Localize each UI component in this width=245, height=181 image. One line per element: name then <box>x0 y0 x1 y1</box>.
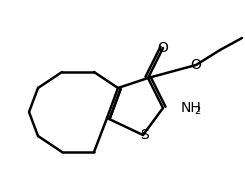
Text: O: O <box>158 41 169 55</box>
Text: S: S <box>140 128 148 142</box>
Text: O: O <box>191 58 201 72</box>
Text: 2: 2 <box>194 106 200 116</box>
Text: NH: NH <box>181 101 202 115</box>
